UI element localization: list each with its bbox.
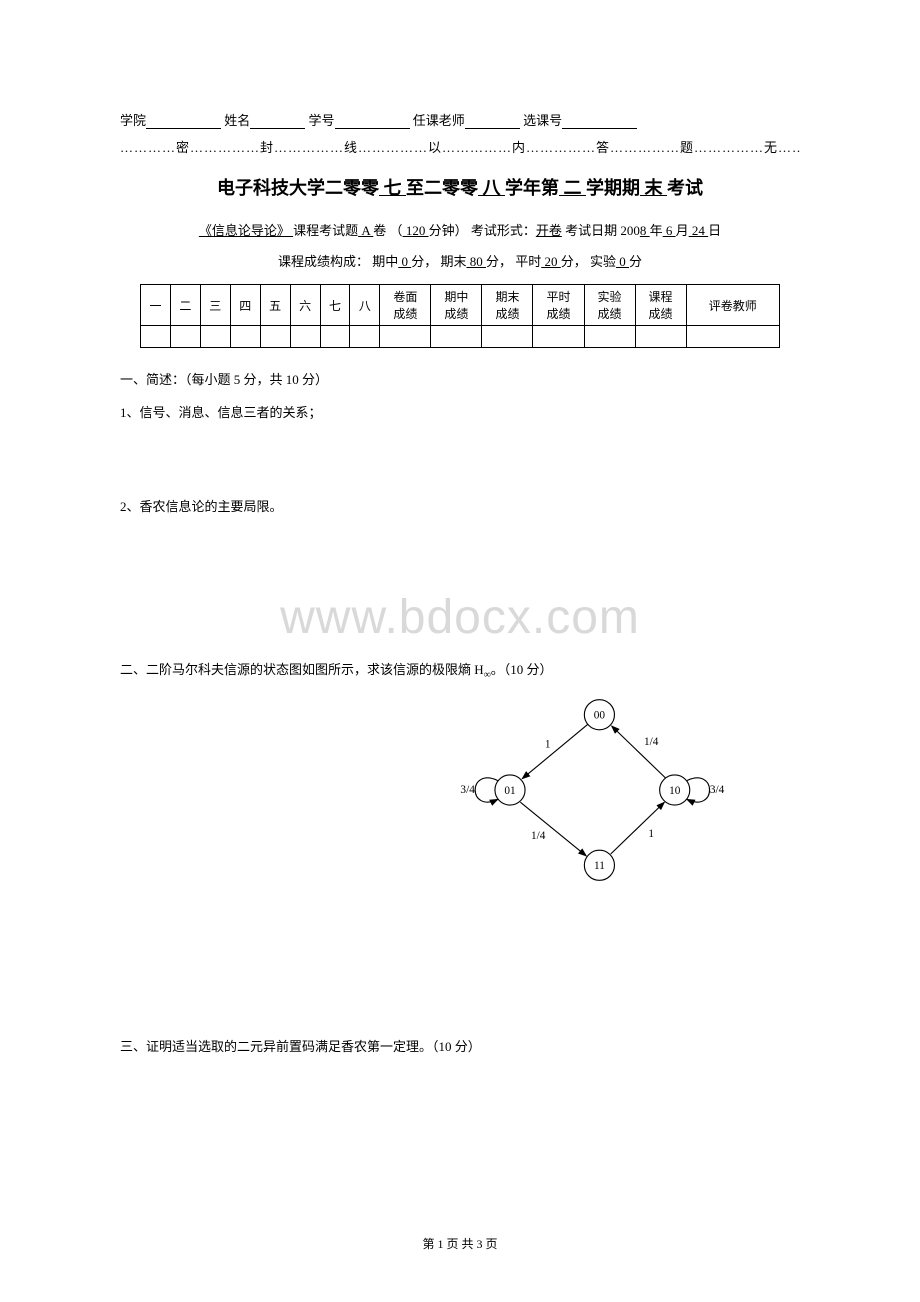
sub-form: 开卷 bbox=[536, 223, 562, 238]
q2-text: 二、二阶马尔科夫信源的状态图如图所示，求该信源的极限熵 H bbox=[120, 662, 484, 677]
table-data-row bbox=[141, 326, 780, 348]
sl-v1: 0 bbox=[398, 254, 411, 269]
title-type: 末 bbox=[640, 178, 667, 198]
q2-tail: 。（10 分） bbox=[491, 662, 553, 677]
th-6: 六 bbox=[290, 285, 320, 326]
th-final: 期末 成绩 bbox=[482, 285, 533, 326]
sl-t4: 分， 实验 bbox=[561, 254, 616, 269]
sl-t1: 课程成绩构成： 期中 bbox=[278, 254, 398, 269]
title-mid3: 学期期 bbox=[586, 178, 640, 198]
label-school: 学院 bbox=[120, 113, 146, 128]
title-suffix: 考试 bbox=[667, 178, 703, 198]
th-usual: 平时 成绩 bbox=[533, 285, 584, 326]
seal-line: …………密……………封……………线……………以……………内……………答……………… bbox=[120, 137, 800, 156]
sub-t5: 年 bbox=[650, 223, 663, 238]
sub-t6: 月 bbox=[676, 223, 689, 238]
th-3: 三 bbox=[200, 285, 230, 326]
th-1: 一 bbox=[141, 285, 171, 326]
sub-t7: 日 bbox=[708, 223, 721, 238]
title-y2: 八 bbox=[478, 178, 505, 198]
th-8: 八 bbox=[350, 285, 380, 326]
sub-t2: 卷 （ bbox=[373, 223, 402, 238]
th-paper: 卷面 成绩 bbox=[380, 285, 431, 326]
th-mid: 期中 成绩 bbox=[431, 285, 482, 326]
q3: 三、证明适当选取的二元异前置码满足香农第一定理。（10 分） bbox=[120, 1035, 800, 1058]
sub-duration: 120 bbox=[403, 223, 429, 238]
exam-subtitle: 《信息论导论》 课程考试题 A 卷 （ 120 分钟） 考试形式：开卷 考试日期… bbox=[120, 220, 800, 239]
title-y1: 七 bbox=[379, 178, 406, 198]
sub-paper: A bbox=[358, 223, 373, 238]
label-teacher: 任课老师 bbox=[413, 113, 465, 128]
sub-t4: 考试日期 200 bbox=[562, 223, 640, 238]
q2: 二、二阶马尔科夫信源的状态图如图所示，求该信源的极限熵 H∞。（10 分） bbox=[120, 658, 800, 685]
sub-t3: 分钟） 考试形式： bbox=[429, 223, 536, 238]
th-grader: 评卷教师 bbox=[686, 285, 779, 326]
footer-t3: 页 bbox=[483, 1237, 498, 1251]
score-table: 一 二 三 四 五 六 七 八 卷面 成绩 期中 成绩 期末 成绩 平时 成绩 … bbox=[140, 284, 780, 348]
page-footer: 第 1 页 共 3 页 bbox=[0, 1235, 920, 1252]
q1-1: 1、信号、消息、信息三者的关系； bbox=[120, 401, 800, 424]
title-sem: 二 bbox=[559, 178, 586, 198]
title-prefix: 电子科技大学二零零 bbox=[217, 178, 379, 198]
table-header-row: 一 二 三 四 五 六 七 八 卷面 成绩 期中 成绩 期末 成绩 平时 成绩 … bbox=[141, 285, 780, 326]
label-courseno: 选课号 bbox=[523, 113, 562, 128]
sl-t3: 分， 平时 bbox=[486, 254, 541, 269]
sl-t2: 分， 期末 bbox=[411, 254, 466, 269]
sl-v3: 20 bbox=[541, 254, 561, 269]
q1-2: 2、香农信息论的主要局限。 bbox=[120, 495, 800, 518]
header-fields: 学院 姓名 学号 任课老师 选课号 bbox=[120, 110, 800, 129]
sub-t1: 课程考试题 bbox=[293, 223, 358, 238]
label-name: 姓名 bbox=[224, 113, 250, 128]
q2-sub: ∞ bbox=[484, 670, 491, 681]
sub-month: 6 bbox=[663, 223, 676, 238]
sub-course: 《信息论导论》 bbox=[199, 223, 293, 238]
sl-v4: 0 bbox=[616, 254, 629, 269]
title-mid2: 学年第 bbox=[505, 178, 559, 198]
sub-year: 8 bbox=[640, 223, 650, 238]
sub-day: 24 bbox=[689, 223, 709, 238]
th-5: 五 bbox=[260, 285, 290, 326]
th-4: 四 bbox=[230, 285, 260, 326]
th-7: 七 bbox=[320, 285, 350, 326]
th-2: 二 bbox=[170, 285, 200, 326]
footer-t2: 页 共 bbox=[443, 1237, 476, 1251]
sl-t5: 分 bbox=[629, 254, 642, 269]
label-id: 学号 bbox=[309, 113, 335, 128]
exam-title: 电子科技大学二零零 七 至二零零 八 学年第 二 学期期 末 考试 bbox=[120, 174, 800, 200]
score-composition: 课程成绩构成： 期中 0 分， 期末 80 分， 平时 20 分， 实验 0 分 bbox=[120, 251, 800, 270]
q1-title: 一、简述：（每小题 5 分，共 10 分） bbox=[120, 368, 800, 391]
footer-t1: 第 bbox=[422, 1237, 437, 1251]
sl-v2: 80 bbox=[466, 254, 486, 269]
th-course: 课程 成绩 bbox=[635, 285, 686, 326]
th-exp: 实验 成绩 bbox=[584, 285, 635, 326]
title-mid1: 至二零零 bbox=[406, 178, 478, 198]
